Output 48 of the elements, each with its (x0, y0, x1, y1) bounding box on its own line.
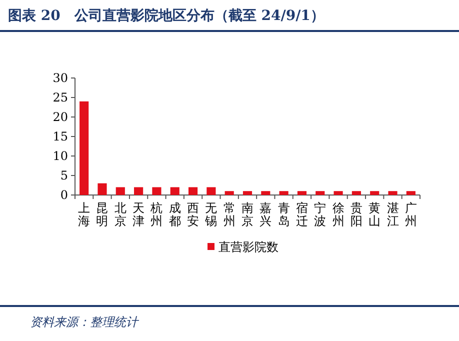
y-tick-label: 0 (60, 188, 68, 202)
x-tick-label: 北京 (114, 201, 126, 228)
x-tick-label: 杭州 (150, 201, 163, 228)
x-tick-label: 昆明 (96, 201, 108, 228)
bar (224, 191, 234, 195)
bar (406, 191, 416, 195)
x-tick-label: 上海 (78, 201, 90, 228)
x-tick-label: 西安 (187, 201, 200, 228)
x-tick-label: 黄山 (368, 201, 381, 228)
x-tick-label: 广州 (404, 201, 417, 228)
legend-label: 直营影院数 (218, 240, 278, 254)
bar (261, 191, 270, 195)
bar (370, 191, 380, 195)
x-tick-label: 嘉兴 (260, 201, 272, 228)
bar (170, 187, 180, 195)
x-tick-label: 宁波 (314, 201, 326, 228)
y-tick-label: 30 (52, 71, 68, 85)
x-tick-label: 宿迁 (296, 201, 308, 228)
x-tick-label: 徐州 (332, 201, 344, 228)
bar (188, 187, 198, 195)
bar (388, 191, 398, 195)
x-tick-label: 南京 (242, 201, 254, 228)
y-tick-label: 15 (52, 130, 68, 144)
chart-title: 图表 20 公司直营影院地区分布（截至 24/9/1） (8, 7, 324, 24)
bar (116, 187, 125, 195)
x-tick-label: 贵阳 (350, 201, 362, 228)
x-tick-label: 湛江 (386, 201, 399, 228)
bar (279, 191, 288, 195)
bar (334, 191, 343, 195)
y-tick-label: 20 (52, 110, 68, 124)
bar (297, 191, 307, 195)
bar (352, 191, 361, 195)
bar (134, 187, 144, 195)
bar (152, 187, 162, 195)
x-tick-label: 天津 (132, 201, 145, 228)
x-tick-label: 无锡 (204, 201, 218, 228)
x-tick-label: 常州 (223, 201, 236, 228)
x-tick-label: 青岛 (278, 201, 290, 228)
bar (242, 191, 252, 195)
y-tick-label: 5 (60, 168, 68, 182)
bar (98, 183, 107, 195)
bar (80, 101, 89, 195)
x-tick-label: 成都 (168, 201, 181, 228)
y-tick-label: 10 (52, 149, 68, 163)
bar (316, 191, 325, 195)
bar (206, 187, 216, 195)
y-tick-label: 25 (52, 90, 68, 104)
text: 资料来源：整理统计 (30, 315, 140, 329)
